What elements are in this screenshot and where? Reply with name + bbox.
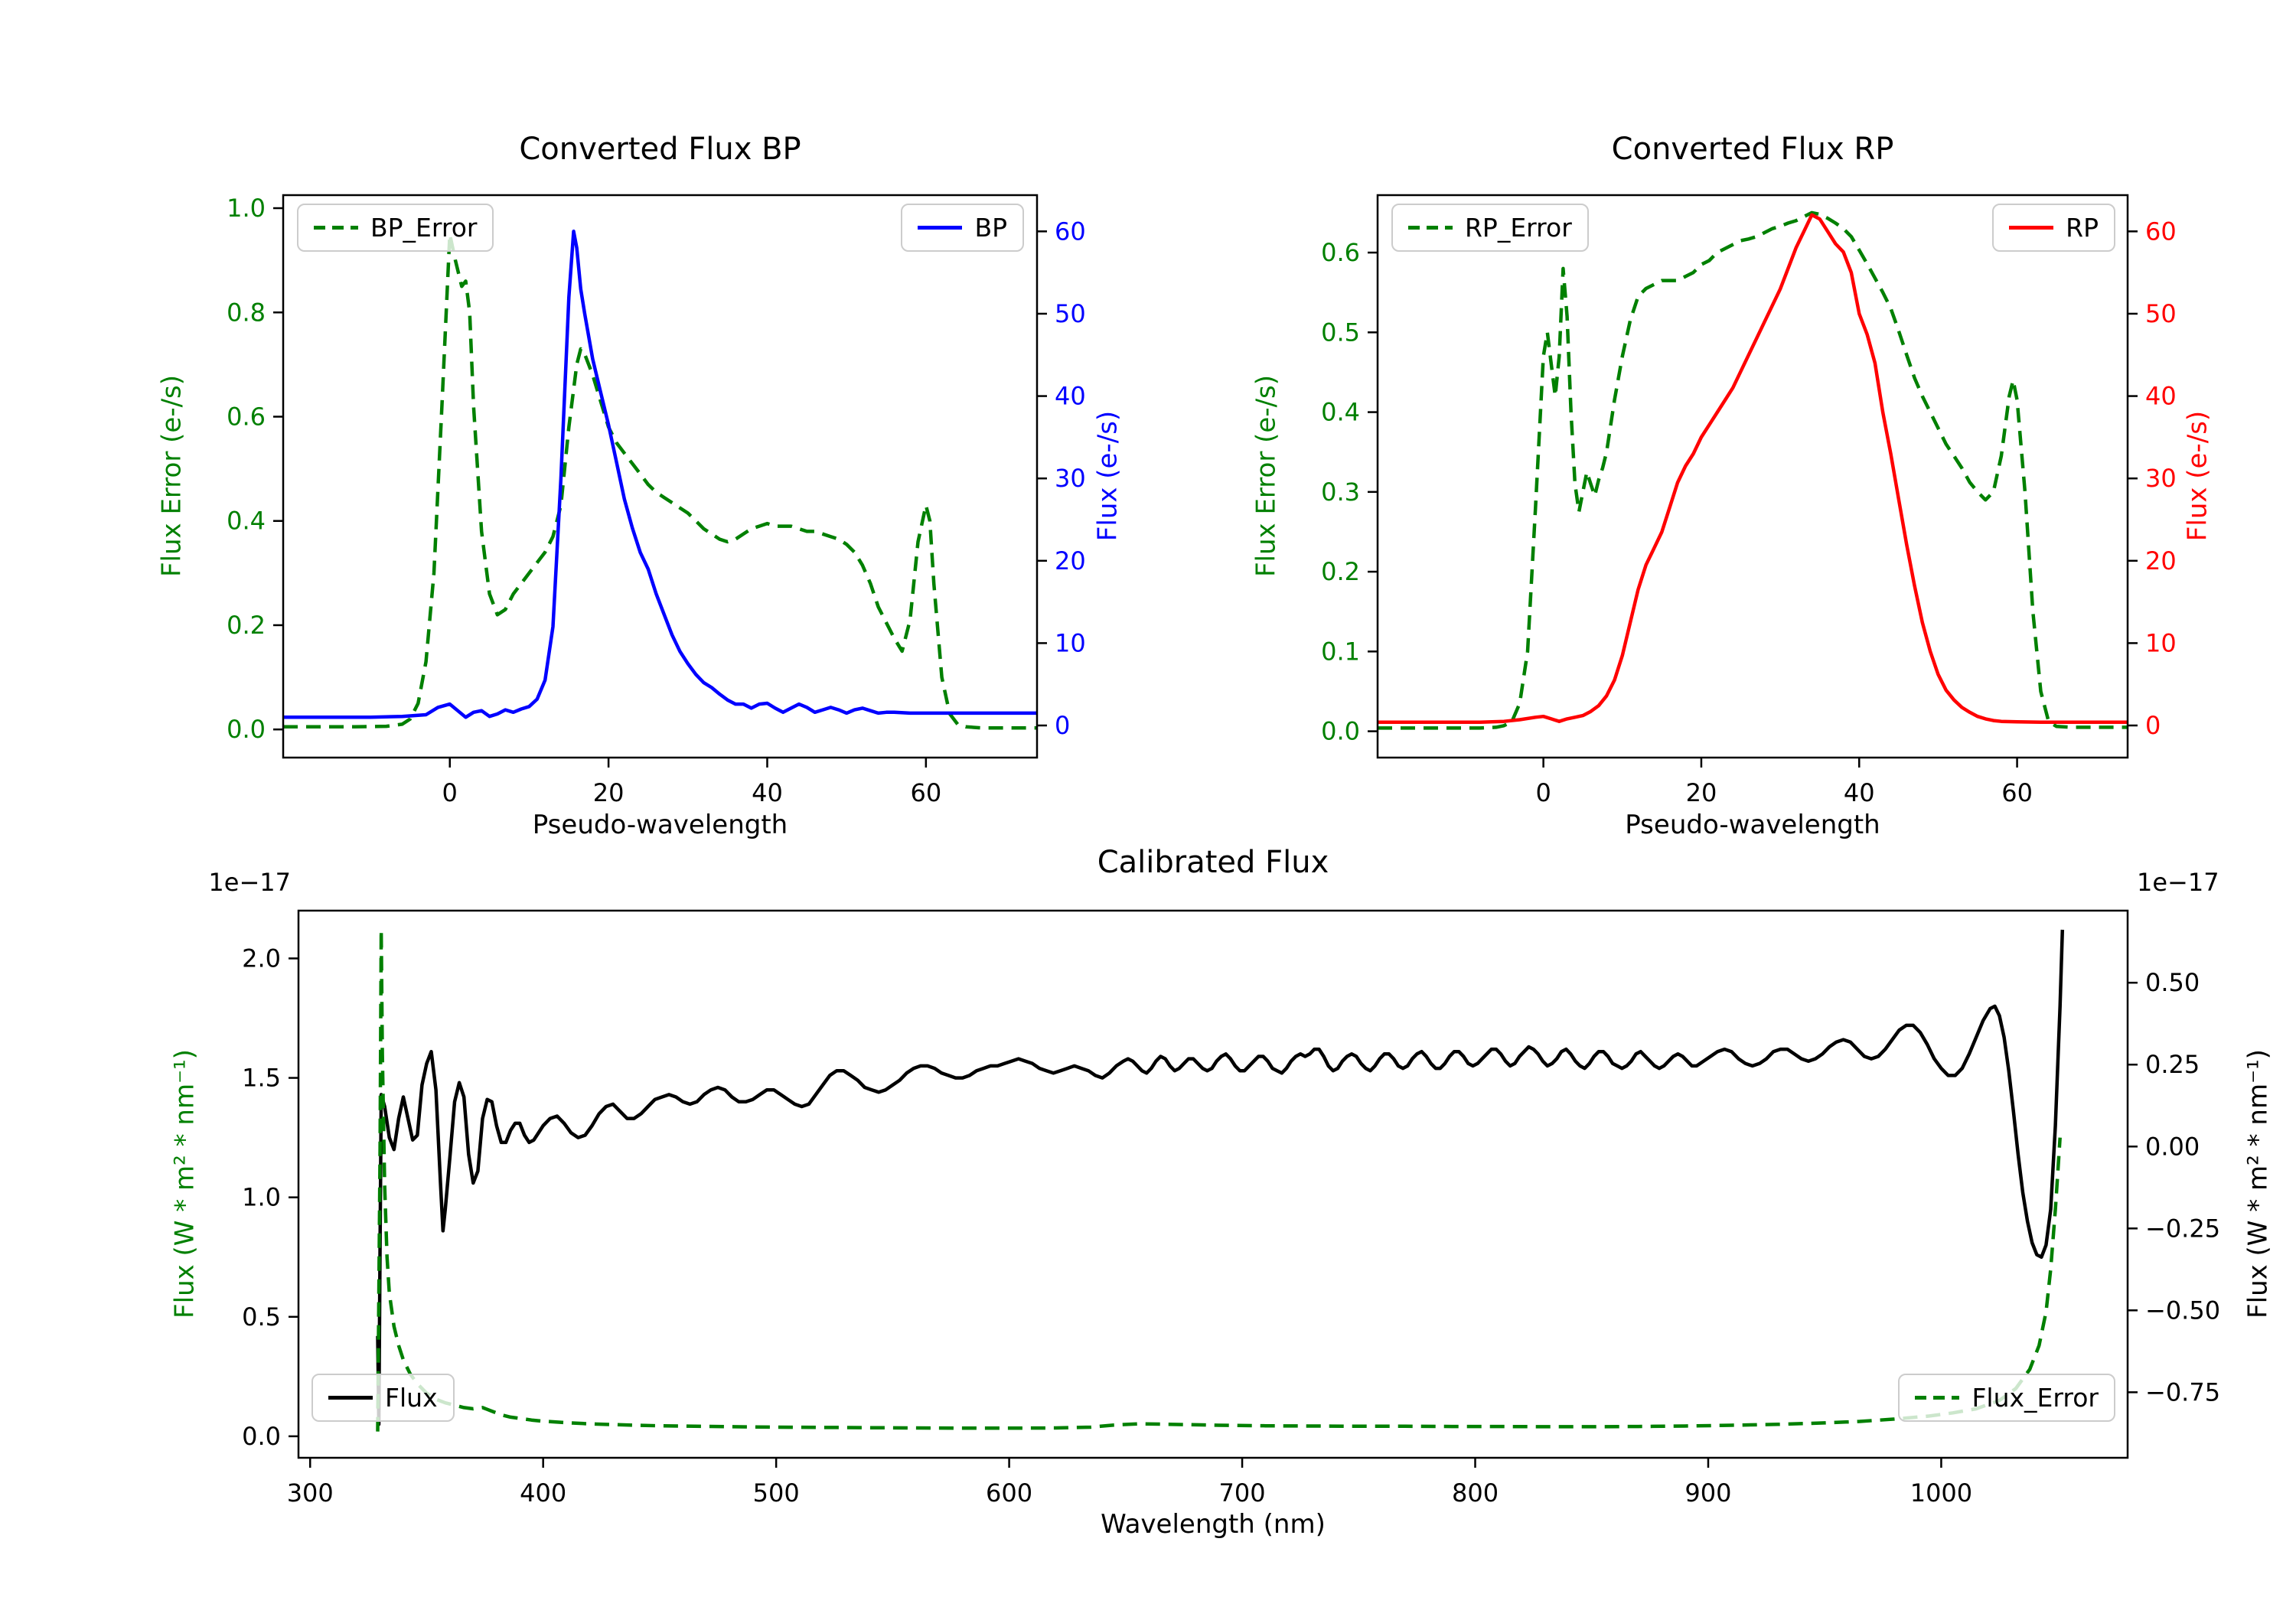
tick-label: 1.0 [227, 194, 266, 223]
tick-label: 400 [520, 1478, 566, 1508]
legend-label: Flux_Error [1971, 1383, 2099, 1413]
rp-chart-title: Converted Flux RP [1611, 132, 1894, 167]
legend-rp: RP [1992, 204, 2115, 252]
tick-label: 0.1 [1321, 637, 1360, 666]
tick-label: 0.00 [2145, 1132, 2200, 1161]
tick-label: 0 [1055, 711, 1070, 740]
legend-bp-error: BP_Error [297, 204, 494, 252]
legend-flux: Flux [311, 1374, 455, 1422]
tick-label: 60 [1055, 217, 1086, 246]
rp-left-yaxis-label: Flux Error (e-/s) [1251, 374, 1282, 578]
tick-label: 0.4 [227, 507, 266, 536]
tick-label: 500 [753, 1478, 800, 1508]
tick-label: 0.50 [2145, 968, 2200, 997]
tick-label: 900 [1684, 1478, 1731, 1508]
tick-label: 40 [1055, 382, 1086, 411]
calibrated-right-yaxis-label: Flux (W * m² * nm⁻¹) [2242, 1049, 2274, 1319]
tick-label: 0.6 [1321, 238, 1360, 267]
calibrated-plot-canvas: 300 400 500 600 700 800 900 1000 0.0 0.5 1.0 1.5 2.0… [242, 909, 2220, 1508]
tick-label: 30 [1055, 464, 1086, 493]
calibrated-left-yaxis-label: Flux (W * m² * nm⁻¹) [169, 1049, 201, 1319]
tick-label: 50 [1055, 299, 1086, 328]
tick-label: 20 [593, 778, 625, 807]
bp-chart-title: Converted Flux BP [519, 132, 801, 167]
tick-label: 20 [2145, 546, 2177, 575]
tick-label: 0 [442, 778, 458, 807]
tick-label: 0.8 [227, 298, 266, 327]
tick-label: 20 [1055, 546, 1086, 575]
tick-label: 0.2 [227, 611, 266, 640]
axes-frame [282, 194, 1039, 759]
legend-label: RP [2066, 213, 2099, 243]
axes-frame [1376, 194, 2129, 759]
left-axis-offset-text: 1e−17 [208, 868, 291, 897]
tick-label: 0.0 [1321, 717, 1360, 746]
tick-label: 0.5 [1321, 318, 1360, 347]
axes-frame [297, 909, 2129, 1459]
tick-label: 40 [1844, 778, 1875, 807]
tick-label: 0 [2145, 711, 2161, 740]
legend-label: BP [974, 213, 1007, 243]
calibrated-chart-title: Calibrated Flux [1097, 845, 1329, 880]
tick-label: 60 [910, 778, 941, 807]
series-rp [1378, 213, 2128, 724]
tick-label: −0.50 [2145, 1296, 2220, 1325]
tick-label: 0.3 [1321, 478, 1360, 507]
tick-label: 10 [2145, 628, 2177, 657]
tick-label: −0.75 [2145, 1377, 2220, 1407]
tick-label: 30 [2145, 464, 2177, 493]
rp-xaxis-label: Pseudo-wavelength [1625, 810, 1880, 840]
dashed-line-swatch [314, 226, 358, 230]
solid-line-swatch [918, 226, 963, 230]
dashed-line-swatch [1915, 1396, 1960, 1400]
legend-flux-error: Flux_Error [1898, 1374, 2115, 1422]
tick-label: 40 [752, 778, 783, 807]
tick-label: 60 [2001, 778, 2033, 807]
series-flux_error [376, 927, 2062, 1432]
bp-xaxis-label: Pseudo-wavelength [532, 810, 788, 840]
legend-label: BP_Error [370, 213, 478, 243]
rp-right-yaxis-label: Flux (e-/s) [2182, 410, 2213, 542]
bp-left-yaxis-label: Flux Error (e-/s) [156, 374, 188, 578]
tick-label: 300 [287, 1478, 334, 1508]
series-rp_error [1378, 210, 2128, 730]
tick-label: 50 [2145, 299, 2177, 328]
calibrated-xaxis-label: Wavelength (nm) [1101, 1509, 1326, 1540]
rp-plot-canvas: 0 20 40 60 0.0 0.1 0.2 0.3 0.4 0.5 0.6 0 10 20 30 40 50 6… [1321, 194, 2177, 807]
tick-label: 0.0 [227, 715, 266, 744]
bp-plot-canvas: 0 20 40 60 0.0 0.2 0.4 0.6 0.8 1.0 0 10 20 30 40 50 60 [227, 194, 1086, 807]
series-flux [376, 929, 2065, 1426]
tick-label: 20 [1686, 778, 1717, 807]
tick-label: 0 [1535, 778, 1551, 807]
right-axis-offset-text: 1e−17 [2137, 868, 2219, 897]
solid-line-swatch [2009, 226, 2054, 230]
tick-label: 800 [1452, 1478, 1499, 1508]
tick-label: 600 [986, 1478, 1032, 1508]
tick-label: 1000 [1910, 1478, 1972, 1508]
bp-right-yaxis-label: Flux (e-/s) [1092, 410, 1124, 542]
tick-label: 0.4 [1321, 398, 1360, 427]
tick-label: 10 [1055, 628, 1086, 657]
tick-label: 0.5 [242, 1302, 281, 1332]
tick-label: 1.0 [242, 1183, 281, 1212]
solid-line-swatch [328, 1396, 373, 1400]
tick-label: 700 [1219, 1478, 1266, 1508]
tick-label: 0.2 [1321, 557, 1360, 586]
legend-rp-error: RP_Error [1391, 204, 1589, 252]
legend-label: Flux [385, 1383, 438, 1413]
tick-label: 0.25 [2145, 1050, 2200, 1079]
tick-label: 60 [2145, 217, 2177, 246]
series-bp [283, 230, 1037, 719]
tick-label: 0.6 [227, 403, 266, 432]
tick-label: 2.0 [242, 944, 281, 973]
dashed-line-swatch [1408, 226, 1453, 230]
legend-bp: BP [901, 204, 1024, 252]
series-bp_error [283, 232, 1037, 730]
tick-label: −0.25 [2145, 1214, 2220, 1243]
tick-label: 0.0 [242, 1422, 281, 1451]
tick-label: 40 [2145, 382, 2177, 411]
legend-label: RP_Error [1465, 213, 1572, 243]
tick-label: 1.5 [242, 1064, 281, 1093]
